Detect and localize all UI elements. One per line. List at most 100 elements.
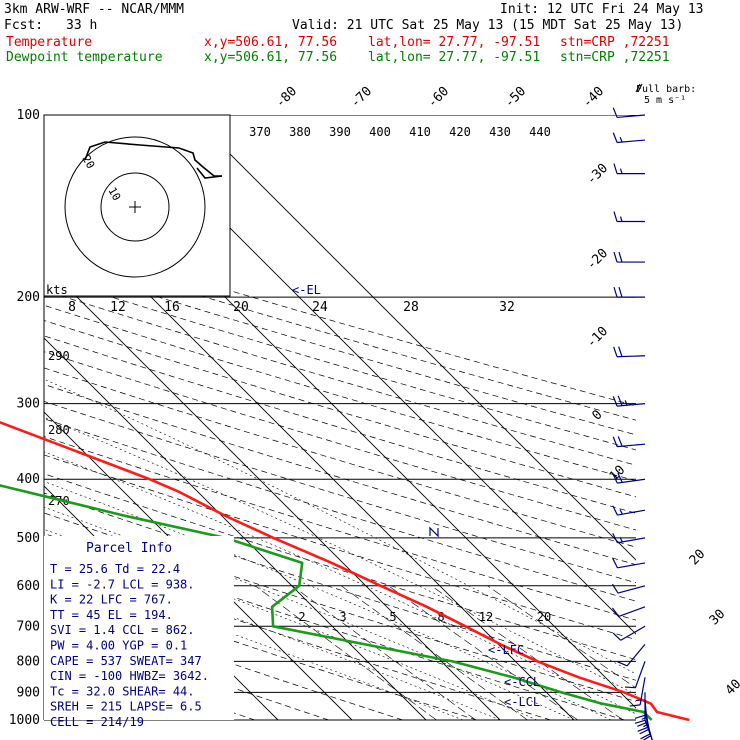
parcel-info-row: SREH = 215 LAPSE= 6.5 bbox=[50, 700, 202, 714]
wind-barb-staff bbox=[617, 114, 646, 119]
mixing-ratio-line bbox=[388, 585, 578, 720]
mixing-ratio-label: 3 bbox=[339, 610, 346, 624]
speed-scale-label: 16 bbox=[164, 300, 180, 315]
temperature-xy: x,y=506.61, 77.56 bbox=[204, 35, 338, 50]
mixing-ratio-label: 12 bbox=[479, 610, 493, 624]
temperature-tick-label: -20 bbox=[584, 246, 611, 273]
wind-barb-staff bbox=[634, 661, 646, 688]
wind-barb-flag bbox=[612, 473, 618, 484]
dry-adiabat bbox=[44, 290, 636, 466]
wind-barb-half-flag bbox=[624, 400, 628, 406]
wind-barb-flag bbox=[640, 733, 651, 740]
temperature-tick-label: -70 bbox=[348, 84, 375, 111]
pressure-label-100: 100 bbox=[17, 108, 40, 123]
valid-time: Valid: 21 UTC Sat 25 May 13 (15 MDT Sat … bbox=[292, 18, 684, 33]
parcel-info-row: TT = 45 EL = 194. bbox=[50, 608, 173, 622]
wind-barb-flag bbox=[612, 558, 618, 569]
el-marker: <-EL bbox=[292, 283, 321, 297]
speed-scale-label: 32 bbox=[499, 300, 515, 315]
theta-label: 390 bbox=[329, 125, 351, 139]
parcel-info-row: CAPE = 537 SWEAT= 347 bbox=[50, 654, 202, 668]
pressure-label-1000: 1000 bbox=[9, 713, 40, 728]
theta-label: 430 bbox=[489, 125, 511, 139]
mixing-ratio-label: 5 bbox=[389, 610, 396, 624]
wind-barb-flag bbox=[629, 704, 641, 707]
temperature-tick-label: -60 bbox=[425, 84, 452, 111]
mixing-ratio-label: 8 bbox=[437, 610, 444, 624]
parcel-info-row: CELL = 214/19 bbox=[50, 715, 144, 729]
parcel-info-row: CIN = -100 HWBZ= 3642. bbox=[50, 669, 209, 683]
wind-barb-staff bbox=[618, 606, 646, 617]
hodograph-box bbox=[43, 114, 231, 297]
mixing-ratio-label: 20 bbox=[537, 610, 551, 624]
hodograph-ring-20 bbox=[64, 136, 206, 278]
wind-barb-flag bbox=[613, 251, 618, 263]
wind-barb-flag bbox=[612, 533, 618, 544]
theta-label: 440 bbox=[529, 125, 551, 139]
wind-barb-half-flag bbox=[619, 216, 623, 222]
wind-barb-flag bbox=[612, 505, 618, 516]
pressure-label-500: 500 bbox=[17, 531, 40, 546]
wind-barb-flag bbox=[624, 686, 636, 689]
theta-left-label: 290 bbox=[48, 349, 70, 363]
mixing-ratio-label: 2 bbox=[298, 610, 305, 624]
dry-adiabat bbox=[44, 418, 636, 602]
dry-adiabat bbox=[44, 275, 636, 451]
wind-barb-flag bbox=[617, 472, 623, 483]
moist-adiabat bbox=[44, 451, 636, 715]
parcel-info-row: LI = -2.7 LCL = 938. bbox=[50, 577, 195, 591]
dry-adiabat bbox=[44, 436, 636, 621]
theta-label: 380 bbox=[289, 125, 311, 139]
temperature-line bbox=[0, 420, 690, 722]
wind-barb-staff bbox=[617, 585, 646, 594]
wind-barb-flag bbox=[612, 632, 622, 641]
hodograph-ring-label: 10 bbox=[105, 185, 123, 203]
mixing-ratio-line bbox=[292, 585, 476, 720]
wind-barb-flag bbox=[639, 728, 650, 735]
wind-barb-flag bbox=[612, 107, 618, 118]
hodograph-speed-unit: kts bbox=[46, 283, 68, 297]
dry-adiabat bbox=[44, 554, 551, 720]
wind-barb-flag bbox=[637, 726, 648, 732]
parcel-info-title: Parcel Info bbox=[86, 541, 172, 556]
pressure-label-900: 900 bbox=[17, 685, 40, 700]
pressure-label-400: 400 bbox=[17, 472, 40, 487]
parcel-info-box bbox=[44, 536, 234, 720]
pressure-label-600: 600 bbox=[17, 579, 40, 594]
temperature-label: Temperature bbox=[6, 35, 93, 50]
theta-left-label: 280 bbox=[48, 423, 70, 437]
barb-legend-icon bbox=[635, 83, 643, 93]
temperature-tick-label: -10 bbox=[584, 324, 611, 351]
dewpoint-stn: stn=CRP ,72251 bbox=[560, 50, 670, 65]
wind-barb-staff bbox=[620, 625, 646, 641]
wind-barb-half-flag bbox=[619, 136, 623, 143]
dewpoint-latlon: lat,lon= 27.77, -97.51 bbox=[368, 50, 541, 65]
parcel-info-row: T = 25.6 Td = 22.4 bbox=[50, 562, 180, 576]
hodograph bbox=[43, 114, 231, 297]
wind-barb-half-flag bbox=[619, 509, 623, 515]
hodograph-trace bbox=[84, 141, 222, 177]
speed-scale-label: 24 bbox=[312, 300, 328, 315]
wind-barb-half-flag bbox=[619, 168, 623, 174]
lfc-marker: <-LFC bbox=[488, 643, 524, 657]
parcel-info-row: Tc = 32.0 SHEAR= 44. bbox=[50, 684, 195, 698]
model-title: 3km ARW-WRF -- NCAR/MMM bbox=[4, 2, 185, 17]
moist-adiabat bbox=[44, 565, 464, 720]
wind-barb-half-flag bbox=[641, 716, 647, 720]
parcel-info-row: K = 22 LFC = 767. bbox=[50, 593, 173, 607]
temperature-tick-label: 20 bbox=[687, 547, 709, 569]
hodograph-ring-label: 20 bbox=[79, 153, 97, 171]
wind-barb-flag bbox=[613, 163, 618, 174]
wind-barb-flag bbox=[618, 251, 623, 263]
fcst-value: 33 h bbox=[66, 18, 98, 33]
pressure-label-200: 200 bbox=[17, 290, 40, 305]
temperature-tick-label: -50 bbox=[502, 84, 529, 111]
dewpoint-label: Dewpoint temperature bbox=[6, 50, 163, 65]
wind-barb-half-flag bbox=[619, 536, 623, 543]
speed-scale-label: 20 bbox=[233, 300, 249, 315]
temperature-tick-label: -80 bbox=[273, 84, 300, 111]
wind-barb-staff bbox=[617, 562, 646, 569]
parcel-marker bbox=[429, 526, 439, 538]
dry-adiabat bbox=[44, 492, 636, 681]
